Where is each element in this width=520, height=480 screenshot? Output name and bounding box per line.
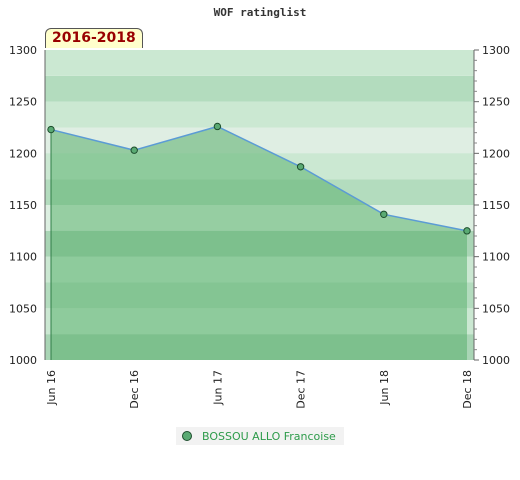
y-tick-label: 1050 <box>9 302 37 315</box>
y-tick-label: 1150 <box>9 199 37 212</box>
data-point <box>380 210 388 219</box>
y-tick-label: 1250 <box>9 96 37 109</box>
y-tick-label: 1100 <box>9 251 37 264</box>
legend[interactable]: BOSSOU ALLO Francoise <box>176 427 344 445</box>
legend-label: BOSSOU ALLO Francoise <box>202 429 336 443</box>
y-tick-label-right: 1100 <box>482 251 510 264</box>
y-tick-label-right: 1300 <box>482 44 510 57</box>
data-point <box>213 122 222 131</box>
series-area <box>51 126 467 360</box>
data-point <box>463 227 471 235</box>
x-tick-label: Dec 17 <box>295 370 308 409</box>
x-tick-label: Jun 17 <box>211 370 224 406</box>
grid-band <box>45 230 474 257</box>
grid-band <box>45 127 474 154</box>
chart-title: WOF ratinglist <box>213 6 307 19</box>
y-tick-label-right: 1050 <box>482 302 510 315</box>
x-tick-label: Dec 18 <box>461 370 474 409</box>
y-tick-label: 1200 <box>9 147 37 160</box>
legend-marker-icon <box>182 431 192 441</box>
data-point <box>47 125 55 134</box>
y-tick-label-right: 1000 <box>482 354 510 367</box>
x-tick-label: Dec 16 <box>128 370 141 409</box>
data-point <box>296 163 305 171</box>
x-tick-label: Jun 18 <box>378 370 391 406</box>
grid-band <box>45 75 474 102</box>
grid-band <box>45 50 474 76</box>
y-tick-label-right: 1200 <box>482 147 510 160</box>
y-tick-label-right: 1150 <box>482 199 510 212</box>
x-tick-label: Jun 16 <box>45 370 58 406</box>
data-point <box>130 146 138 154</box>
period-badge: 2016-2018 <box>45 28 143 48</box>
y-tick-label-right: 1250 <box>482 96 510 109</box>
grid-band <box>45 334 474 360</box>
series-line <box>50 125 468 232</box>
grid-band <box>45 101 474 128</box>
y-tick-label: 1300 <box>9 44 37 57</box>
y-tick-label: 1000 <box>9 354 37 367</box>
